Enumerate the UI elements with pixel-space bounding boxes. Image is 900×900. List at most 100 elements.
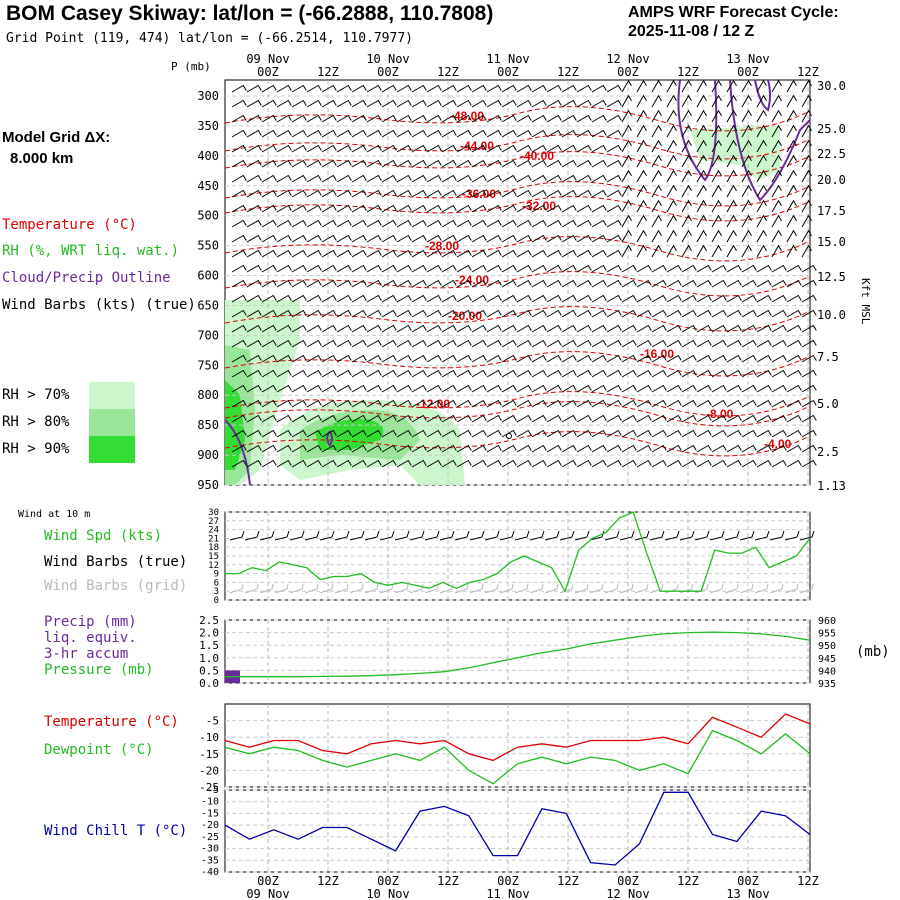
wind-barb — [441, 384, 457, 393]
wind-barb — [306, 354, 322, 363]
wind-barb — [366, 279, 382, 288]
wind-barb — [441, 309, 457, 318]
wind-barb — [666, 369, 682, 378]
wind-barb — [756, 324, 772, 333]
wind-barb — [306, 339, 322, 348]
wind-barb — [561, 414, 577, 423]
wind-barb — [336, 249, 352, 258]
wind-barb — [366, 429, 382, 438]
wind-barb — [516, 249, 532, 258]
wind-barb — [336, 384, 352, 393]
windchill-tick-label: -20 — [201, 820, 219, 831]
grid-barb — [709, 583, 724, 594]
wind-barb — [366, 384, 382, 393]
wind-barb — [351, 354, 367, 363]
wind-barb — [486, 279, 502, 288]
wind-barb — [756, 139, 767, 153]
wind-barb — [426, 369, 442, 378]
wind-barb — [426, 114, 442, 123]
wind-barb — [336, 324, 352, 333]
wind-barb — [291, 144, 307, 153]
wind-barb — [261, 189, 277, 198]
true-barb — [709, 530, 725, 541]
wind-barb — [531, 309, 547, 318]
wind-barb — [801, 414, 817, 423]
wind-barb — [321, 174, 337, 183]
precip-tick-label: 0.5 — [199, 664, 219, 677]
wind-barb — [786, 169, 797, 183]
wind-barb — [246, 129, 262, 138]
wind-barb — [306, 249, 322, 258]
wind-barb — [576, 309, 592, 318]
wind-barb — [456, 354, 472, 363]
wind-barb — [546, 114, 562, 123]
wind-barb — [306, 414, 322, 423]
wind-barb — [621, 94, 632, 108]
wind-barb — [231, 249, 247, 258]
wind-barb — [696, 184, 707, 198]
wind-barb — [351, 279, 367, 288]
wind-barb — [321, 354, 337, 363]
wind-barb — [711, 169, 722, 183]
wind-barb — [576, 144, 592, 153]
wind-barb — [411, 339, 427, 348]
wind-barb — [711, 124, 722, 138]
wind-barb — [756, 294, 772, 303]
wind-barb — [291, 429, 307, 438]
wind-barb — [651, 444, 667, 453]
wind-barb — [351, 174, 367, 183]
wind-barb — [621, 244, 632, 258]
wind-barb — [651, 264, 667, 273]
wind-barb — [771, 154, 782, 168]
wind-barb — [246, 429, 262, 438]
grid-point-subtitle: Grid Point (119, 474) lat/lon = (-66.251… — [6, 31, 413, 46]
wind-barb — [651, 429, 667, 438]
wind-barb — [741, 229, 752, 243]
wind-barb — [561, 234, 577, 243]
grid-barb — [769, 583, 784, 594]
wind-barb — [351, 339, 367, 348]
wind-barb — [441, 294, 457, 303]
wind-barb — [321, 294, 337, 303]
wind-barb — [636, 229, 647, 243]
wind-barb — [276, 144, 292, 153]
wind-barb — [441, 144, 457, 153]
wind-barb — [741, 154, 752, 168]
wind-barb — [486, 429, 502, 438]
wind-barb — [291, 459, 307, 468]
wind-barb — [531, 384, 547, 393]
wind-barb — [681, 459, 697, 468]
wind-barb — [441, 204, 457, 213]
wind-barb — [531, 174, 547, 183]
temperature-contour — [224, 236, 811, 262]
wind-barb — [561, 264, 577, 273]
precip-tick-label: 0.0 — [199, 677, 219, 690]
wind-barb — [681, 354, 697, 363]
wind-barb — [786, 279, 802, 288]
wind-barb — [741, 109, 752, 123]
wind-barb — [681, 264, 697, 273]
wind-barb — [381, 159, 397, 168]
legend-temperature: Temperature (°C) — [2, 217, 137, 233]
wind-barb — [546, 294, 562, 303]
wind-barb — [726, 169, 737, 183]
wind-barb — [741, 339, 757, 348]
wind-barb — [576, 399, 592, 408]
true-barb — [274, 530, 290, 541]
wind-barb — [726, 309, 742, 318]
wind-barb — [396, 294, 412, 303]
wind-barb — [756, 199, 767, 213]
wind-barb — [261, 339, 277, 348]
wind-barb — [591, 219, 607, 228]
wind-barb — [636, 244, 647, 258]
wind-barb — [441, 339, 457, 348]
wind-barb — [291, 414, 307, 423]
windchill-line — [224, 791, 811, 866]
wind-barb — [561, 189, 577, 198]
wind-barb — [441, 414, 457, 423]
wind-barb — [396, 384, 412, 393]
wind-barb — [531, 144, 547, 153]
wind-barb — [606, 369, 622, 378]
wind-barb — [516, 324, 532, 333]
wind-barb — [246, 399, 262, 408]
